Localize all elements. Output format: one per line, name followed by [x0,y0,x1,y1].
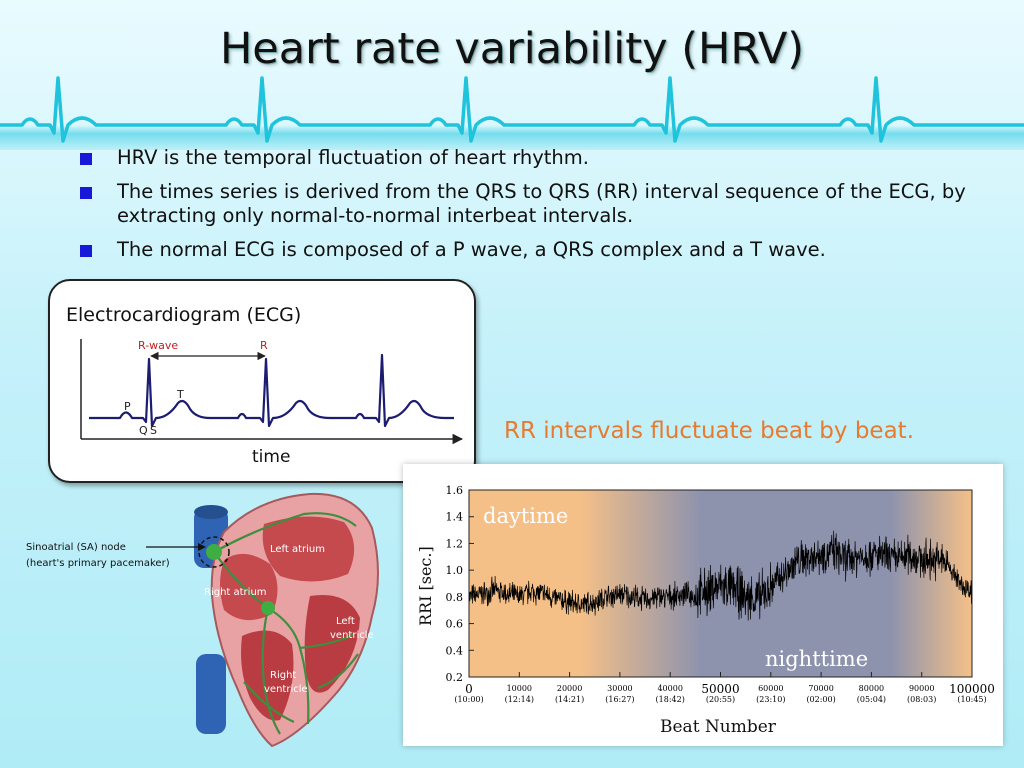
x-tick-time-label: (10:45) [957,695,986,704]
x-tick-label: 70000 [808,684,833,693]
sa-node-label: Sinoatrial (SA) node [26,542,126,553]
y-tick-label: 0.8 [446,591,464,604]
x-tick-label: 0 [465,682,473,696]
right-ventricle-chamber [241,630,294,721]
sa-node-marker [206,544,222,560]
rr-caption: RR intervals fluctuate beat by beat. [504,418,915,444]
x-tick-time-label: (20:55) [706,695,735,704]
right-ventricle-label-2: ventricle [264,684,308,695]
conduction-pathway [213,512,359,735]
y-tick-label: 1.4 [446,511,464,524]
ecg-panel-title: Electrocardiogram (ECG) [66,304,302,326]
bullet-item: The normal ECG is composed of a P wave, … [80,238,980,262]
y-tick-label: 0.4 [446,644,464,657]
bullet-text: The times series is derived from the QRS… [117,180,966,227]
ecg-banner-decoration [0,76,1024,150]
r-wave-label: R-wave [138,339,178,352]
bullet-list: HRV is the temporal fluctuation of heart… [80,146,980,272]
bullet-text: HRV is the temporal fluctuation of heart… [117,146,589,169]
bullet-square-icon [80,153,92,165]
vena-cava-bottom [196,654,226,734]
x-tick-time-label: (05:04) [857,695,886,704]
q-label: Q [139,424,148,437]
rri-trace [469,530,972,621]
ecg-panel: Electrocardiogram (ECG) R-wave R P T Q S… [48,279,476,483]
x-tick-label: 60000 [758,684,783,693]
left-ventricle-chamber [304,594,360,693]
rri-chart-panel: 0.2 0.4 0.6 0.8 1.0 1.2 1.4 1.6 0 (10:00) 10000 (1… [403,464,1003,746]
sa-node-sublabel: (heart's primary pacemaker) [26,558,170,569]
right-ventricle-label: Right [270,670,296,681]
left-ventricle-label-2: ventricle [330,630,374,641]
nighttime-annotation: nighttime [765,647,868,671]
x-tick-label: 20000 [557,684,582,693]
x-tick-time-label: (16:27) [605,695,634,704]
bullet-item: The times series is derived from the QRS… [80,180,980,228]
p-label: P [124,400,131,413]
x-tick-time-label: (18:42) [656,695,685,704]
ecg-x-axis-label: time [252,447,290,467]
title-word-rate: rate [353,24,441,74]
x-tick-label: 100000 [949,682,995,696]
y-axis-label: RRI [sec.] [416,546,435,626]
x-tick-time-label: (02:00) [806,695,835,704]
x-tick-label: 80000 [859,684,884,693]
x-axis-label: Beat Number [660,717,777,737]
av-node-marker [261,601,275,615]
x-tick-time-label: (10:00) [454,695,483,704]
title-rest: variability (HRV) [454,24,805,74]
x-tick-time-label: (12:14) [505,695,534,704]
sa-node-highlight-circle [198,536,230,568]
y-tick-label: 1.6 [446,484,464,497]
y-tick-label: 0.6 [446,618,464,631]
bullet-text: The normal ECG is composed of a P wave, … [117,238,826,261]
bullet-item: HRV is the temporal fluctuation of heart… [80,146,980,170]
ecg-trace [89,353,454,428]
y-tick-label: 0.2 [446,671,464,684]
rri-series-line [469,530,972,621]
s-label: S [150,424,157,437]
sa-node-pointer-head [198,543,206,551]
y-tick-label: 1.2 [446,537,464,550]
right-atrium-label: Right atrium [204,587,267,598]
t-label: T [176,388,184,401]
heart-conduction-diagram: Sinoatrial (SA) node (heart's primary pa… [26,492,379,748]
bullet-square-icon [80,187,92,199]
left-atrium-label: Left atrium [270,544,325,555]
left-atrium-chamber [262,516,355,582]
x-tick-time-label: (08:03) [907,695,936,704]
x-tick-time-label: (23:10) [756,695,785,704]
x-tick-label: 10000 [507,684,532,693]
x-tick-label: 50000 [701,682,739,696]
y-tick-label: 1.0 [446,564,464,577]
bullet-square-icon [80,245,92,257]
ecg-diagram: R-wave R P T Q S time [80,339,464,467]
r-label: R [260,339,268,352]
title-word-heart: Heart [219,24,340,74]
x-tick-label: 40000 [657,684,682,693]
x-tick-label: 90000 [909,684,934,693]
vena-cava-opening [194,505,228,519]
left-ventricle-label: Left [336,616,355,627]
rri-chart: 0.2 0.4 0.6 0.8 1.0 1.2 1.4 1.6 0(10:00) 10000 (1… [416,484,995,737]
daytime-annotation: daytime [483,504,568,528]
x-tick-label: 30000 [607,684,632,693]
slide-title: Heart rate variability (HRV) [0,24,1024,74]
x-tick-time-label: (14:21) [555,695,584,704]
